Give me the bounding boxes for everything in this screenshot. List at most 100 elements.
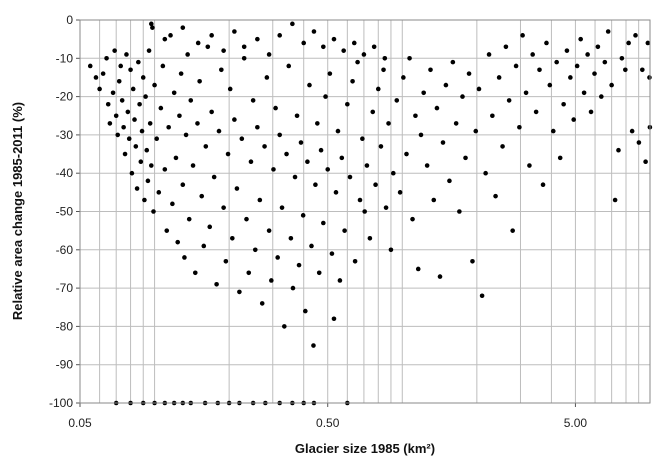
data-point: [284, 151, 289, 157]
data-point: [375, 86, 381, 92]
data-point: [357, 197, 363, 203]
data-point: [612, 197, 618, 203]
data-point: [248, 159, 254, 165]
data-point: [470, 258, 475, 264]
data-point: [428, 67, 433, 73]
data-point: [255, 36, 260, 42]
data-point: [434, 105, 440, 111]
data-point: [201, 243, 207, 249]
data-point: [277, 33, 283, 38]
data-point: [290, 285, 296, 291]
data-point: [473, 128, 479, 134]
data-point: [292, 174, 298, 180]
data-point: [246, 270, 252, 276]
data-point: [554, 59, 559, 65]
data-point: [342, 228, 347, 233]
data-point: [571, 117, 576, 122]
data-point: [232, 29, 237, 34]
data-point: [636, 140, 642, 145]
data-point: [250, 98, 256, 103]
data-point: [373, 182, 378, 187]
data-point: [339, 155, 345, 161]
data-point: [303, 308, 308, 314]
data-point: [286, 63, 292, 69]
data-point: [367, 236, 373, 241]
data-point: [619, 56, 625, 61]
data-point: [244, 216, 249, 222]
data-point: [225, 151, 231, 157]
data-point: [378, 144, 384, 149]
data-point: [329, 251, 335, 256]
data-point: [130, 86, 136, 92]
data-point: [269, 278, 274, 283]
data-point: [645, 40, 651, 46]
data-point: [182, 255, 187, 260]
data-point: [450, 59, 456, 65]
data-point: [490, 113, 495, 119]
data-point: [410, 216, 415, 222]
data-point: [386, 121, 391, 126]
data-point: [510, 228, 515, 233]
data-point: [104, 56, 109, 61]
data-point: [599, 94, 604, 99]
data-point: [100, 71, 106, 76]
data-point: [241, 44, 247, 50]
data-point: [602, 59, 608, 65]
data-point: [476, 86, 482, 92]
data-point: [125, 109, 131, 115]
data-point: [557, 155, 563, 161]
data-point: [309, 243, 314, 249]
data-point: [341, 48, 346, 53]
data-point: [564, 48, 570, 53]
data-point: [214, 281, 219, 287]
y-tick-label: 0: [66, 13, 73, 27]
data-point: [209, 109, 214, 115]
y-tick-label: -40: [56, 166, 74, 180]
data-point: [460, 94, 465, 99]
data-point: [388, 247, 394, 253]
data-point: [335, 128, 341, 134]
data-point: [431, 197, 437, 203]
data-point: [331, 316, 337, 322]
data-point: [137, 101, 142, 107]
data-point: [140, 75, 146, 80]
data-point: [173, 155, 179, 161]
y-tick-label: -20: [56, 90, 74, 104]
data-point: [457, 209, 462, 214]
data-point: [199, 193, 205, 199]
data-point: [197, 78, 202, 84]
data-point: [232, 117, 237, 122]
data-point: [493, 193, 498, 199]
data-points: [87, 21, 653, 406]
data-point: [633, 33, 638, 38]
data-point: [142, 197, 147, 203]
data-point: [195, 121, 200, 126]
data-point: [93, 75, 99, 80]
data-point: [146, 48, 152, 53]
data-point: [391, 170, 396, 176]
data-point: [313, 182, 318, 187]
x-axis-title: Glacier size 1985 (km²): [295, 441, 435, 456]
y-tick-label: -80: [56, 319, 74, 333]
data-point: [139, 128, 145, 134]
y-tick-label: -10: [56, 51, 74, 65]
data-point: [506, 98, 512, 103]
data-point: [397, 190, 403, 195]
data-point: [453, 121, 459, 126]
data-point: [337, 278, 343, 283]
data-point: [144, 147, 150, 153]
data-point: [178, 71, 184, 76]
data-point: [277, 132, 283, 138]
data-point: [486, 52, 492, 57]
data-point: [136, 59, 141, 65]
data-point: [116, 78, 122, 84]
data-point: [616, 147, 621, 153]
data-point: [447, 178, 452, 184]
data-point: [437, 274, 443, 279]
data-point: [115, 132, 121, 138]
data-point: [262, 144, 267, 149]
data-point: [221, 205, 226, 210]
data-point: [629, 128, 635, 134]
data-point: [370, 109, 376, 115]
data-point: [315, 121, 320, 126]
